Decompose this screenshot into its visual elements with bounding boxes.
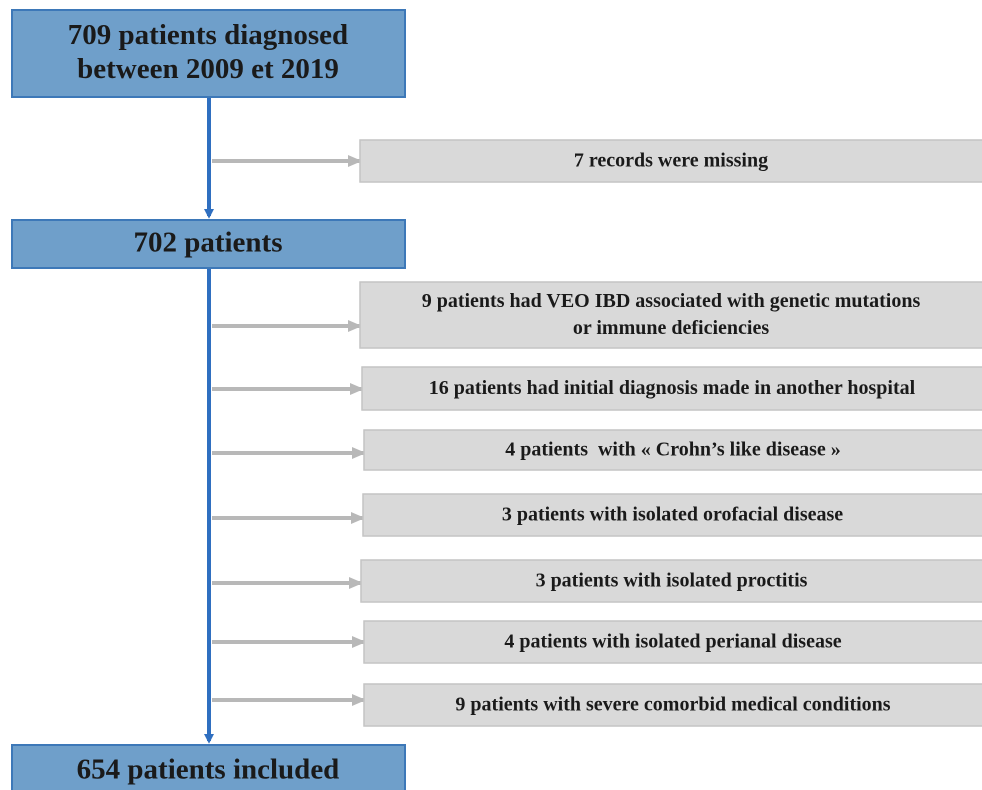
exclusion-box [363,429,982,471]
box-text: or immune deficiencies [573,317,769,339]
box-text: 4 patients with isolated perianal diseas… [504,631,841,653]
box-text: 9 patients with severe comorbid medical … [455,694,890,716]
box-text: 7 records were missing [574,150,768,172]
box-text: 3 patients with isolated orofacial disea… [502,504,843,526]
exclusion-box [359,139,982,183]
exclusion-box [359,281,982,349]
exclusion-box [361,366,982,411]
box-text: 709 patients diagnosed [68,19,348,51]
exclusion-box [362,493,982,537]
box-text: 4 patients with « Crohn’s like disease » [505,439,841,461]
box-text: 702 patients [133,227,282,259]
exclusion-box [360,559,982,603]
box-text: 16 patients had initial diagnosis made i… [429,377,916,399]
box-text: 9 patients had VEO IBD associated with g… [422,290,921,312]
box-text: 654 patients included [77,754,340,786]
box-text: between 2009 et 2019 [77,53,339,85]
exclusion-box [363,620,982,664]
exclusion-box [363,683,982,727]
main-box [11,744,406,790]
box-text: 3 patients with isolated proctitis [536,570,808,592]
main-box [11,219,406,269]
main-box [11,9,406,98]
